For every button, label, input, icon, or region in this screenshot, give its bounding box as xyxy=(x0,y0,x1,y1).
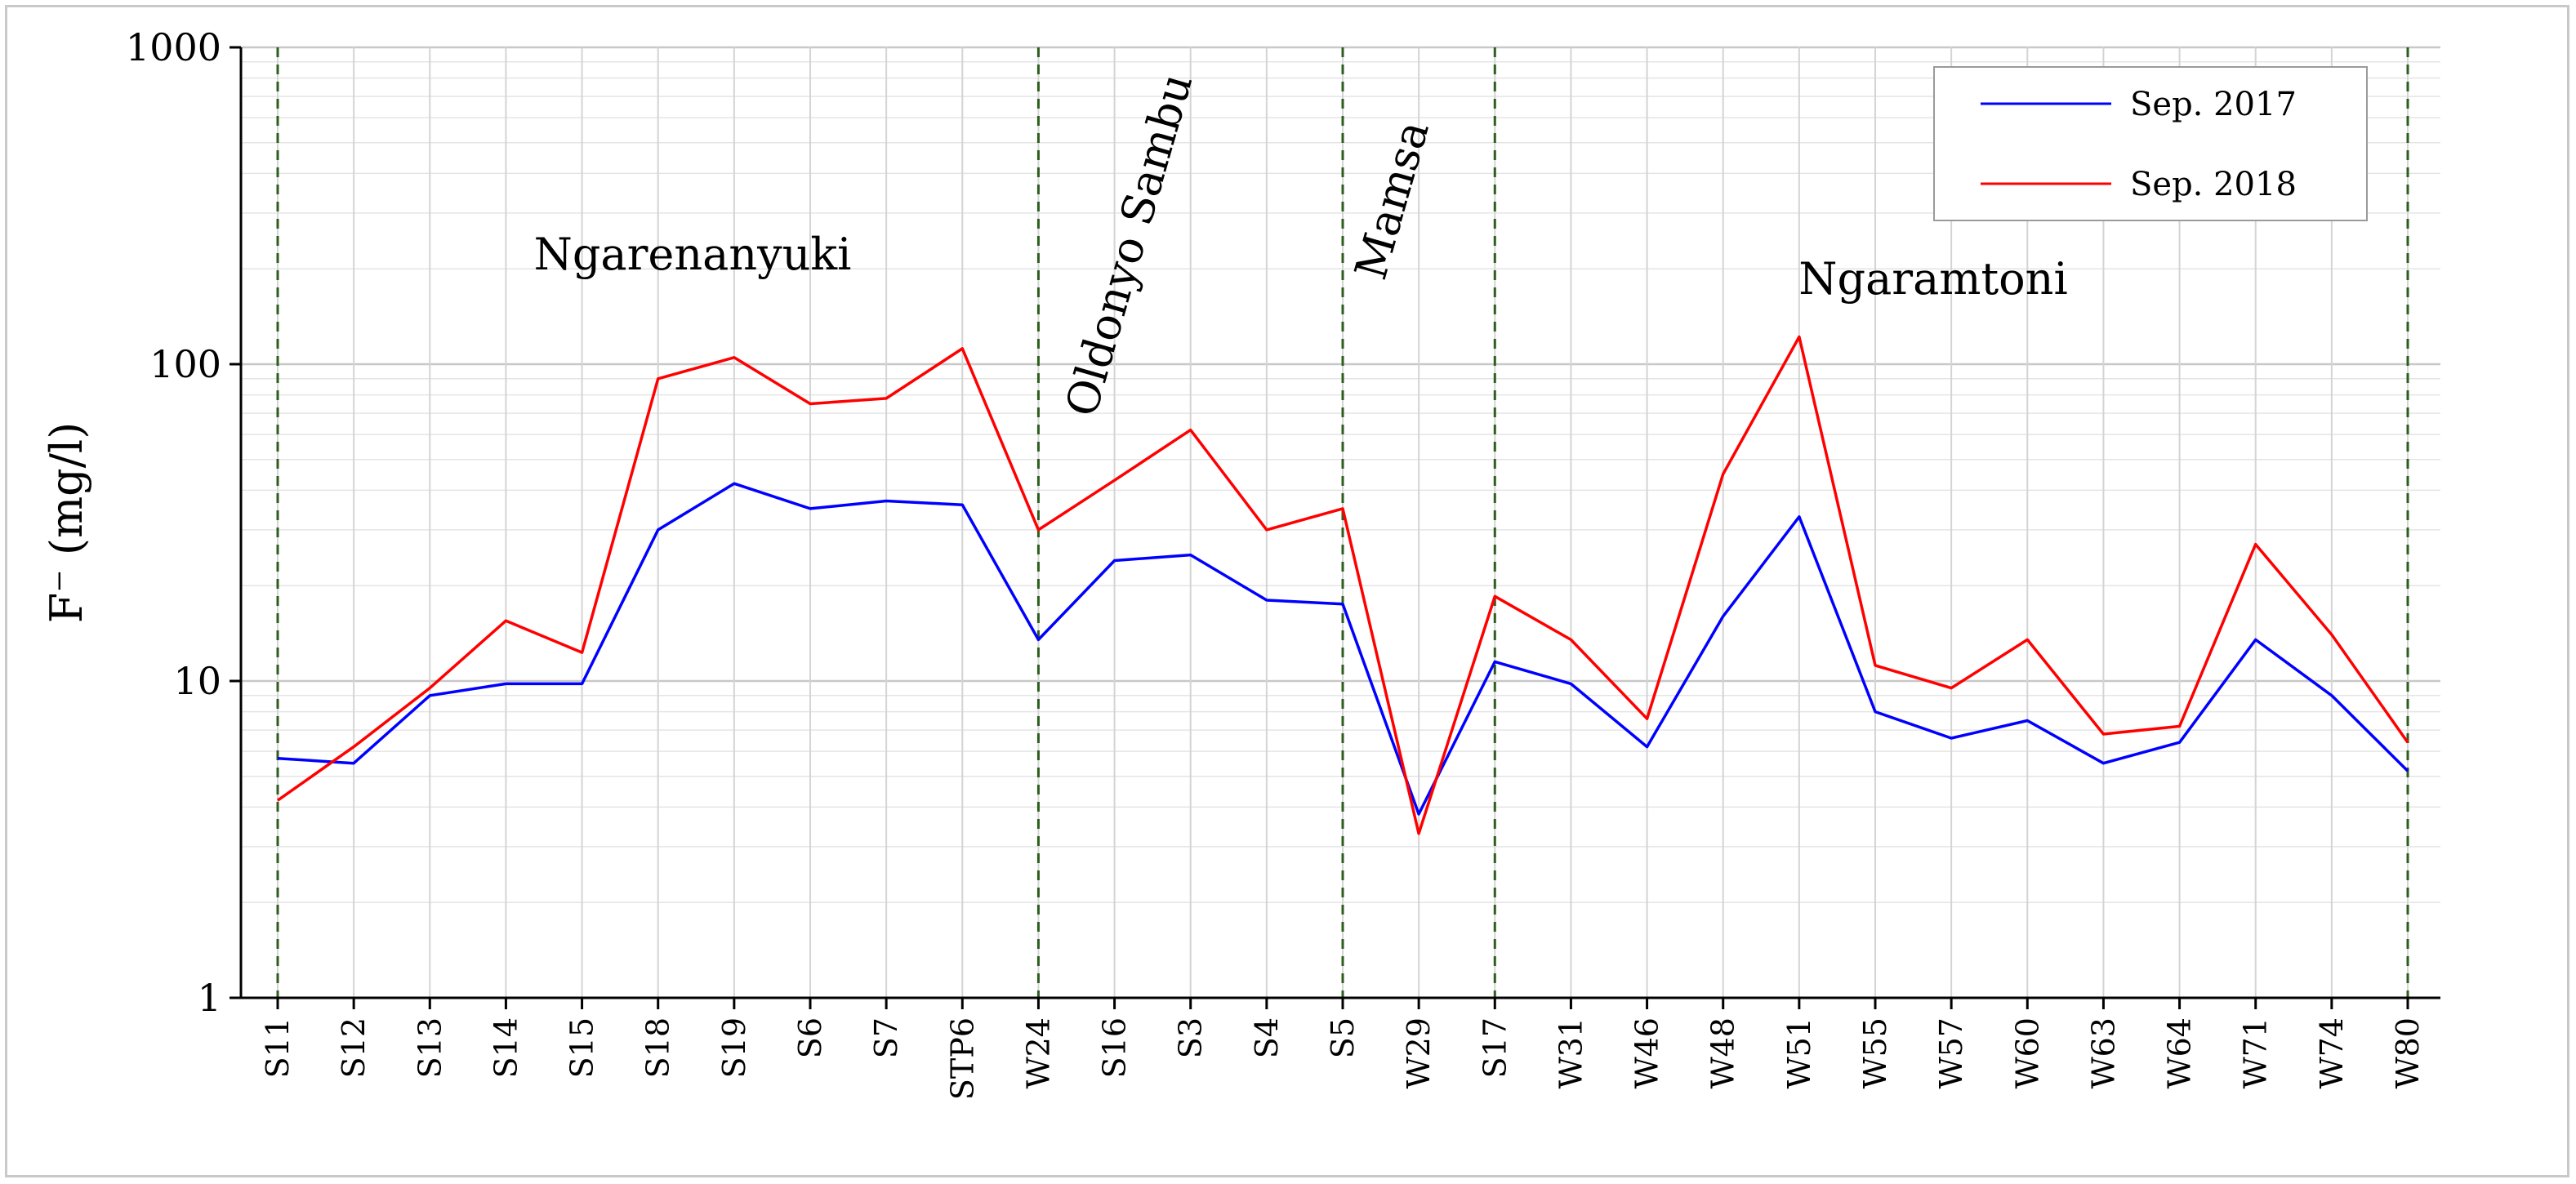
x-tick-label: S19 xyxy=(716,1017,752,1078)
x-tick-label: W71 xyxy=(2238,1017,2274,1088)
series-line-sep-2017 xyxy=(277,482,2409,816)
region-label-mamsa: Mamsa xyxy=(1345,115,1439,285)
legend-label-2017: Sep. 2017 xyxy=(2130,86,2297,123)
x-tick-label: S17 xyxy=(1477,1017,1513,1078)
x-tick-label: S11 xyxy=(260,1017,296,1078)
y-tick-label: 1000 xyxy=(126,25,221,69)
x-tick-label: W31 xyxy=(1553,1017,1589,1088)
x-tick-label: W48 xyxy=(1705,1017,1741,1088)
x-tick-label: S15 xyxy=(564,1017,600,1078)
x-tick-label: W60 xyxy=(2009,1017,2045,1088)
x-tick-label: W46 xyxy=(1629,1017,1665,1088)
y-tick-label: 1 xyxy=(198,976,221,1020)
x-tick-label: S5 xyxy=(1325,1017,1361,1058)
y-axis-label: F⁻ (mg/l) xyxy=(41,422,92,624)
legend-box xyxy=(1933,66,2368,221)
y-tick-label: 10 xyxy=(173,659,221,703)
x-tick-label: S4 xyxy=(1249,1017,1285,1058)
x-tick-label: S18 xyxy=(640,1017,676,1078)
region-label-ngarenanyuki: Ngarenanyuki xyxy=(534,229,852,280)
x-tick-label: W29 xyxy=(1401,1017,1437,1088)
x-tick-label: W80 xyxy=(2390,1017,2426,1088)
series-lines xyxy=(276,335,2409,835)
x-tick-label: W51 xyxy=(1781,1017,1817,1088)
y-tick-label: 100 xyxy=(149,342,221,386)
x-tick-label: S3 xyxy=(1173,1017,1209,1058)
axes: 1 10 100 1000 S11 S12 S13 S14 S15 S18 S19 S6 S7 STP6 W… xyxy=(126,25,2440,1100)
region-dividers xyxy=(276,47,2409,998)
x-tick-label: S14 xyxy=(488,1017,524,1078)
x-tick-label: W64 xyxy=(2162,1017,2198,1088)
x-tick-label: W63 xyxy=(2085,1017,2121,1088)
x-tick-label: W74 xyxy=(2314,1017,2350,1088)
x-tick-label: S6 xyxy=(792,1017,828,1058)
x-tick-label: W24 xyxy=(1020,1017,1056,1088)
x-tick-label: STP6 xyxy=(944,1017,980,1100)
x-tick-label: S7 xyxy=(868,1017,904,1058)
legend-label-2018: Sep. 2018 xyxy=(2130,166,2297,203)
legend: Sep. 2017 Sep. 2018 xyxy=(1933,66,2368,221)
x-tick-label: S13 xyxy=(412,1017,448,1078)
x-tick-label: S12 xyxy=(336,1017,372,1078)
region-label-oldonyo-sambu: Oldonyo Sambu xyxy=(1055,68,1202,422)
region-label-ngaramtoni: Ngaramtoni xyxy=(1798,253,2067,305)
x-tick-label: W55 xyxy=(1857,1017,1893,1088)
series-line-sep-2018 xyxy=(276,335,2409,835)
x-tick-label: W57 xyxy=(1933,1017,1969,1088)
x-tick-label: S16 xyxy=(1097,1017,1133,1078)
